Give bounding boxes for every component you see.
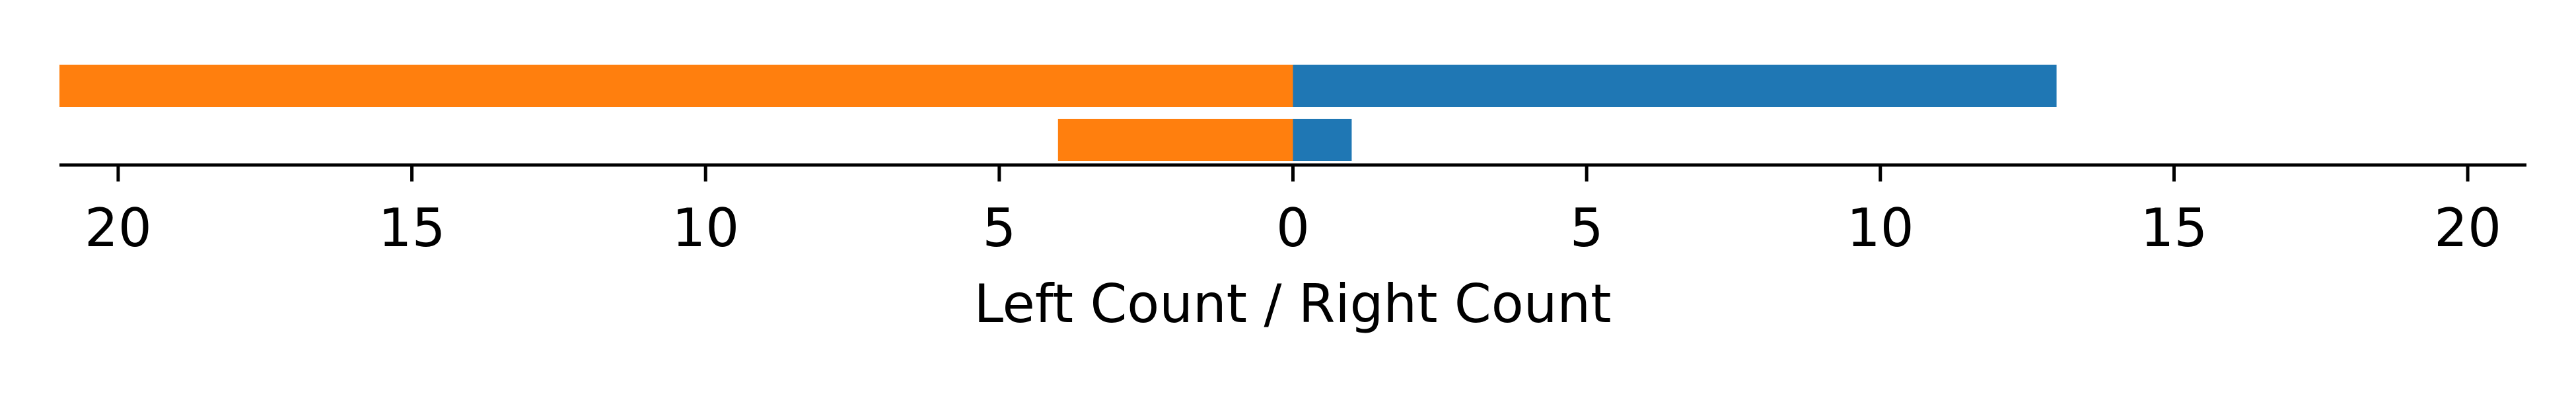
left-bar-row-2 <box>1057 119 1293 161</box>
x-tick-label: 10 <box>1847 197 1914 259</box>
x-tick-label: 20 <box>85 197 152 259</box>
x-tick-label: 15 <box>2141 197 2208 259</box>
x-axis-label: Left Count / Right Count <box>974 273 1612 335</box>
x-tick-label: 20 <box>2434 197 2501 259</box>
x-tick-label: 5 <box>982 197 1016 259</box>
right-bar-row-1 <box>1293 65 2057 107</box>
x-tick-label: 5 <box>1570 197 1604 259</box>
left-bar-row-1 <box>59 65 1293 107</box>
x-tick-label: 0 <box>1276 197 1310 259</box>
x-tick-label: 15 <box>378 197 446 259</box>
bars-layer <box>59 65 2057 161</box>
x-tick-label: 10 <box>672 197 739 259</box>
x-axis-ticks: 20 15 10 5 0 5 10 15 20 <box>85 165 2501 259</box>
right-bar-row-2 <box>1293 119 1352 161</box>
